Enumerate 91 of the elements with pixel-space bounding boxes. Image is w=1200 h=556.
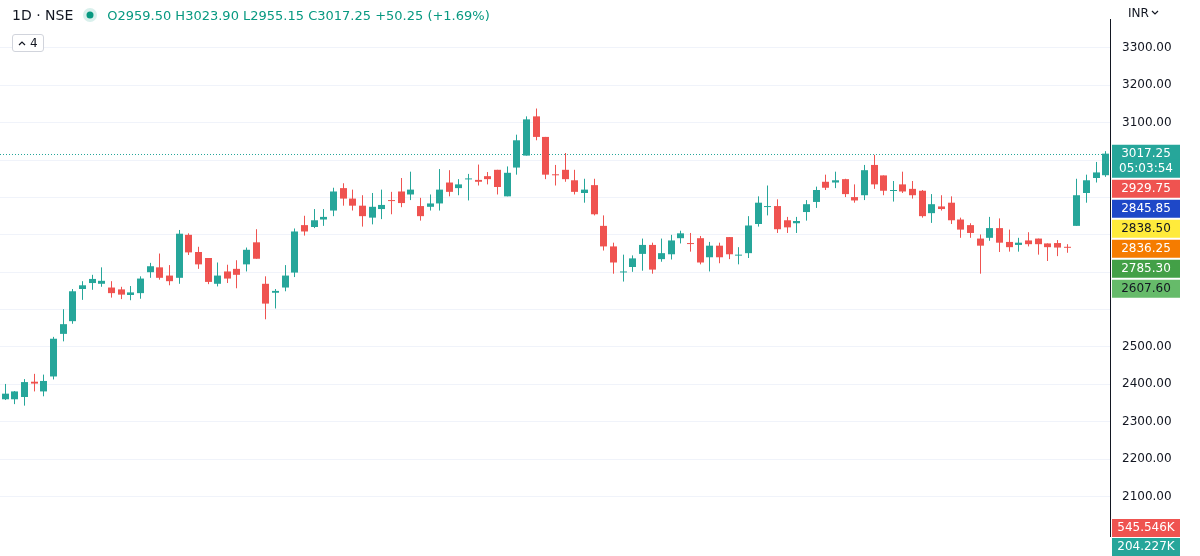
y-tick-label: 2100.00 (1122, 488, 1172, 503)
candlestick (388, 191, 395, 215)
candlestick (1006, 229, 1013, 253)
y-tick-label: 2500.00 (1122, 339, 1172, 354)
candlestick (398, 177, 405, 208)
text: 204.227K (1117, 539, 1176, 554)
candlestick (948, 195, 955, 225)
text: 05:03:54 (1119, 160, 1173, 175)
y-tick-label: 3200.00 (1122, 77, 1172, 92)
candlestick (957, 217, 964, 239)
candlestick (21, 378, 28, 407)
candlestick (1083, 174, 1090, 204)
candlestick (562, 152, 569, 183)
candlestick (639, 238, 646, 272)
text: 2845.85 (1121, 200, 1171, 215)
candlestick (79, 280, 86, 301)
candlestick (359, 194, 366, 228)
candlestick (706, 241, 713, 272)
candlestick (504, 165, 511, 197)
candlestick (214, 261, 221, 287)
candlestick (986, 216, 993, 242)
candlestick (185, 232, 192, 256)
candlestick (272, 288, 279, 309)
y-tick-label: 2200.00 (1122, 451, 1172, 466)
candlestick (282, 264, 289, 292)
candlestick (436, 168, 443, 212)
candlestick (774, 198, 781, 234)
y-tick-label: 3300.00 (1122, 40, 1172, 55)
text: 2836.25 (1121, 240, 1171, 255)
candlestick (755, 195, 762, 228)
candlestick (349, 189, 356, 212)
candlestick (340, 182, 347, 207)
y-axis-title: INR (1128, 6, 1149, 20)
candlestick (465, 173, 472, 201)
ref-line-label: 3017.25 (1121, 145, 1171, 160)
candlestick (764, 185, 771, 216)
candlestick (369, 192, 376, 225)
candlestick (928, 193, 935, 224)
candlestick (98, 266, 105, 288)
candlestick (533, 108, 540, 141)
y-tick-label: 2400.00 (1122, 376, 1172, 391)
candlestick (880, 174, 887, 196)
candlestick (156, 253, 163, 281)
candlestick (899, 171, 906, 194)
candlestick (494, 169, 501, 195)
candlestick (233, 259, 240, 289)
candlestick (60, 308, 67, 342)
text: 2929.75 (1121, 180, 1171, 195)
candlestick (610, 242, 617, 275)
annotation: 4 (30, 36, 38, 50)
candlestick (205, 257, 212, 285)
text: 2607.60 (1121, 280, 1171, 295)
candlestick (813, 186, 820, 209)
candlestick (871, 154, 878, 190)
y-tick-label: 3100.00 (1122, 114, 1172, 129)
candlestick (977, 233, 984, 275)
candlestick (1093, 161, 1100, 184)
candlestick (166, 264, 173, 286)
candlestick (735, 246, 742, 265)
candlestick (243, 247, 250, 272)
text: 2838.50 (1121, 220, 1171, 235)
candlestick (417, 197, 424, 222)
candlestick (137, 275, 144, 300)
chart-subtitle: O2959.50 H3023.90 L2955.15 C3017.25 +50.25 (+1.69%) (107, 7, 490, 23)
candlestick (311, 208, 318, 229)
y-tick-label: 2300.00 (1122, 413, 1172, 428)
candlestick (330, 187, 337, 217)
candlestick (996, 217, 1003, 253)
candlestick (600, 214, 607, 252)
candlestick (378, 189, 385, 220)
text: 2785.30 (1121, 260, 1171, 275)
candlestick (475, 164, 482, 187)
chart-title: 1D · NSE (12, 7, 74, 23)
candlestick (262, 275, 269, 320)
candlestick (253, 228, 260, 260)
candlestick (195, 246, 202, 270)
candlestick (446, 169, 453, 197)
candlestick (301, 215, 308, 237)
candlestick (224, 264, 231, 284)
candlestick (571, 169, 578, 195)
candlestick (620, 254, 627, 283)
candlestick (658, 238, 665, 263)
candlestick (552, 164, 559, 187)
candlestick (716, 242, 723, 264)
candlestick (890, 180, 897, 203)
candlestick (40, 374, 47, 397)
text: 545.546K (1117, 520, 1176, 535)
candlestick (687, 232, 694, 253)
candlestick (803, 199, 810, 222)
candlestick (726, 236, 733, 260)
candlestick (668, 234, 675, 260)
